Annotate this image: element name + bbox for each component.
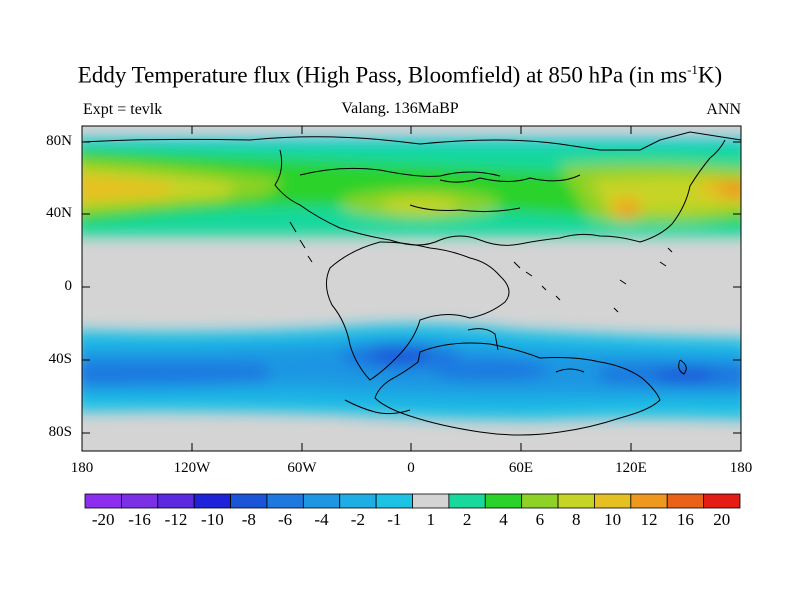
- colorbar-swatch: [375, 493, 413, 509]
- title-superscript: -1: [687, 62, 698, 77]
- x-tick-label: 180: [729, 460, 753, 476]
- colorbar-swatch: [339, 493, 377, 509]
- y-axis-ticks: [82, 141, 741, 434]
- colorbar-label: 16: [676, 510, 694, 529]
- colorbar-swatch: [703, 493, 741, 509]
- x-tick-label: 0: [407, 460, 415, 476]
- y-tick-label: 0: [64, 278, 73, 294]
- colorbar-label: -6: [278, 510, 293, 529]
- colorbar: [84, 493, 741, 509]
- colorbar-swatch: [120, 493, 159, 509]
- colorbar-label: 2: [462, 510, 472, 529]
- colorbar-swatch: [230, 493, 268, 509]
- x-tick-label: 120W: [173, 460, 211, 476]
- colorbar-swatch: [193, 493, 231, 509]
- season-label: ANN: [706, 101, 741, 118]
- colorbar-swatch: [157, 493, 195, 509]
- y-tick-label: 80S: [48, 424, 72, 440]
- colorbar-label: 6: [535, 510, 545, 529]
- colorbar-label: -8: [241, 510, 256, 529]
- coastlines: [82, 131, 741, 436]
- y-tick-label: 40S: [48, 351, 72, 367]
- colorbar-swatch: [594, 493, 632, 509]
- x-axis-ticks: [81, 126, 742, 451]
- colorbar-swatch: [266, 493, 304, 509]
- title-main: Eddy Temperature flux (High Pass, Bloomf…: [77, 62, 688, 88]
- colorbar-label: -4: [314, 510, 329, 529]
- x-tick-label: 60E: [508, 460, 534, 476]
- colorbar-swatch: [557, 493, 595, 509]
- colorbar-label: -12: [164, 510, 188, 529]
- colorbar-label: -20: [91, 510, 115, 529]
- colorbar-swatch: [84, 493, 122, 509]
- colorbar-label: -2: [350, 510, 365, 529]
- colorbar-swatch: [484, 493, 523, 509]
- colorbar-swatch: [302, 493, 341, 509]
- colorbar-label: 10: [604, 510, 622, 529]
- colorbar-swatch: [448, 493, 486, 509]
- x-tick-label: 180: [70, 460, 94, 476]
- colorbar-label: -16: [128, 510, 151, 529]
- colorbar-label: -10: [201, 510, 224, 529]
- colorbar-label: 4: [499, 510, 508, 529]
- colorbar-label: 8: [572, 510, 581, 529]
- map-panel: [82, 126, 741, 451]
- colorbar-swatch: [666, 493, 705, 509]
- colorbar-label: 20: [713, 510, 731, 529]
- y-tick-label: 80N: [46, 133, 72, 149]
- x-tick-label: 120E: [615, 460, 647, 476]
- figure-title: Eddy Temperature flux (High Pass, Bloomf…: [0, 62, 800, 89]
- colorbar-swatch: [521, 493, 559, 509]
- figure-subtitle: Valang. 136MaBP: [341, 100, 459, 117]
- colorbar-label: 1: [426, 510, 435, 529]
- colorbar-label: 12: [640, 510, 658, 529]
- x-tick-label: 60W: [287, 460, 317, 476]
- southern-flux-band: [82, 323, 741, 420]
- northern-flux-band: [82, 138, 741, 236]
- title-end: K): [697, 62, 723, 88]
- colorbar-swatch: [412, 493, 450, 509]
- colorbar-label: -1: [387, 510, 402, 529]
- experiment-label: Expt = tevlk: [83, 101, 163, 118]
- y-tick-label: 40N: [46, 205, 72, 221]
- colorbar-swatch: [630, 493, 668, 509]
